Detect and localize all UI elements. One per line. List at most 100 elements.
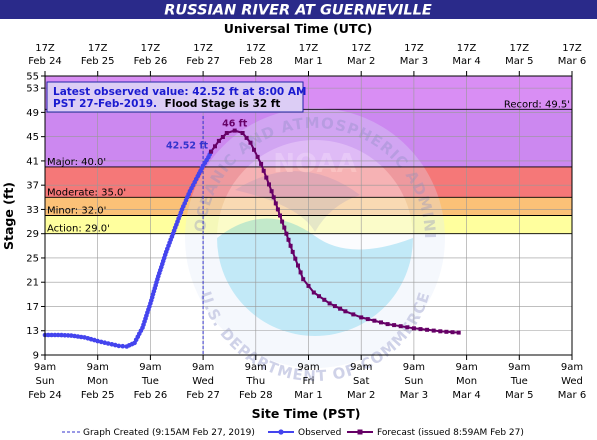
observed-point bbox=[49, 332, 54, 338]
forecast-point bbox=[438, 329, 443, 334]
bottom-tick-label-day: Sun bbox=[35, 376, 54, 387]
top-tick-label-date: Mar 5 bbox=[505, 56, 533, 67]
top-tick-label-time: 17Z bbox=[351, 43, 371, 54]
y-tick-label: 33 bbox=[26, 205, 39, 216]
forecast-point bbox=[372, 318, 377, 323]
bottom-tick-label-time: 9am bbox=[87, 362, 109, 373]
bottom-tick-label-date: Mar 1 bbox=[294, 390, 322, 401]
forecast-point bbox=[278, 213, 282, 218]
top-tick-label-time: 17Z bbox=[141, 43, 161, 54]
top-tick-label-time: 17Z bbox=[510, 43, 530, 54]
forecast-point bbox=[248, 140, 253, 145]
info-line-1: Latest observed value: 42.52 ft at 8:00 … bbox=[53, 86, 306, 98]
bottom-tick-label-day: Tue bbox=[510, 376, 528, 387]
bottom-tick-label-date: Mar 6 bbox=[558, 390, 586, 401]
info-box-frame bbox=[46, 81, 304, 113]
action-label: Action: 29.0' bbox=[47, 224, 110, 235]
bottom-tick-label-date: Mar 5 bbox=[505, 390, 533, 401]
forecast-point bbox=[398, 324, 403, 329]
watermark-gull bbox=[235, 171, 360, 232]
forecast-point bbox=[220, 135, 225, 139]
top-axis-title: Universal Time (UTC) bbox=[224, 21, 373, 36]
forecast-point bbox=[267, 182, 271, 187]
y-axis-title: Stage (ft) bbox=[1, 182, 16, 250]
bottom-tick-label-day: Wed bbox=[192, 376, 214, 387]
forecast-point bbox=[298, 270, 303, 275]
bottom-tick-label-time: 9am bbox=[403, 362, 425, 373]
top-tick-label-time: 17Z bbox=[246, 43, 266, 54]
observed-point bbox=[95, 338, 100, 344]
forecast-point bbox=[306, 283, 311, 288]
y-tick-label: 21 bbox=[26, 278, 39, 289]
observed-point bbox=[102, 340, 107, 346]
observed-point bbox=[46, 332, 51, 338]
legend-forecast-label: Forecast (issued 8:59AM Feb 27) bbox=[377, 428, 524, 438]
top-tick-label-date: Mar 2 bbox=[347, 56, 375, 67]
major-label: Major: 40.0' bbox=[47, 157, 106, 168]
bottom-tick-label-time: 9am bbox=[192, 362, 214, 373]
bottom-tick-label-date: Feb 28 bbox=[239, 390, 273, 401]
bottom-tick-label-time: 9am bbox=[455, 362, 477, 373]
plot-series: 42.52 ft 46 ft bbox=[42, 116, 461, 355]
forecast-point bbox=[359, 315, 364, 320]
forecast-point bbox=[418, 327, 423, 332]
observed-point bbox=[52, 332, 58, 338]
info-line-2-date: PST 27-Feb-2019. bbox=[53, 98, 157, 110]
forecast-point bbox=[327, 301, 332, 306]
forecast-point bbox=[286, 237, 291, 242]
bottom-tick-label-day: Mon bbox=[456, 376, 477, 387]
forecast-point bbox=[264, 175, 269, 180]
bottom-tick-label-day: Tue bbox=[141, 376, 159, 387]
top-tick-label-date: Feb 26 bbox=[134, 56, 168, 67]
forecast-point bbox=[252, 147, 256, 152]
chart-title: RUSSIAN RIVER AT GUERNEVILLE bbox=[164, 3, 432, 19]
observed-point bbox=[62, 333, 68, 338]
observed-point bbox=[113, 342, 118, 348]
bottom-tick-label-time: 9am bbox=[508, 362, 530, 373]
watermark-inner-disk bbox=[217, 140, 413, 336]
top-tick-label-time: 17Z bbox=[193, 43, 213, 54]
bottom-tick-label-time: 9am bbox=[561, 362, 583, 373]
forecast-point bbox=[232, 128, 237, 133]
forecast-point bbox=[411, 326, 416, 331]
observed-point bbox=[59, 332, 64, 338]
forecast-point bbox=[322, 297, 327, 302]
y-tick-label: 29 bbox=[26, 229, 39, 240]
top-tick-label-date: Feb 24 bbox=[28, 56, 62, 67]
top-tick-label-time: 17Z bbox=[562, 43, 582, 54]
bottom-tick-label-date: Feb 26 bbox=[134, 390, 168, 401]
y-tick-label: 41 bbox=[26, 156, 39, 167]
forecast-point bbox=[255, 154, 260, 159]
forecast-point bbox=[343, 309, 348, 314]
top-tick-label-time: 17Z bbox=[457, 43, 477, 54]
y-tick-label: 17 bbox=[26, 302, 39, 313]
top-tick-label-time: 17Z bbox=[404, 43, 424, 54]
forecast-point bbox=[271, 195, 276, 200]
title-bar bbox=[0, 0, 597, 19]
forecast-point bbox=[216, 138, 221, 143]
forecast-point bbox=[351, 312, 356, 317]
bottom-tick-label-date: Feb 25 bbox=[81, 390, 115, 401]
top-tick-label-date: Mar 6 bbox=[558, 56, 586, 67]
forecast-point bbox=[431, 328, 436, 333]
forecast-point bbox=[301, 277, 306, 282]
bottom-tick-label-date: Feb 24 bbox=[28, 390, 62, 401]
bottom-tick-label-day: Fri bbox=[303, 376, 315, 387]
bottom-axis-title: Site Time (PST) bbox=[252, 406, 361, 421]
bottom-tick-label-time: 9am bbox=[34, 362, 56, 373]
forecast-point bbox=[290, 249, 295, 254]
forecast-point bbox=[261, 168, 266, 173]
observed-point bbox=[109, 342, 115, 347]
top-tick-label-date: Feb 25 bbox=[81, 56, 115, 67]
forecast-point bbox=[288, 243, 293, 248]
forecast-point bbox=[365, 317, 370, 322]
forecast-point bbox=[244, 135, 249, 140]
bottom-tick-label-date: Mar 2 bbox=[347, 390, 375, 401]
info-line-2: PST 27-Feb-2019. Flood Stage is 32 ft bbox=[53, 98, 280, 110]
bottom-tick-label-day: Mon bbox=[87, 376, 108, 387]
observed-point bbox=[55, 332, 61, 338]
top-tick-label-date: Mar 1 bbox=[294, 56, 322, 67]
watermark-outer-ring bbox=[185, 108, 445, 368]
top-tick-label-time: 17Z bbox=[35, 43, 55, 54]
forecast-point bbox=[450, 330, 455, 335]
